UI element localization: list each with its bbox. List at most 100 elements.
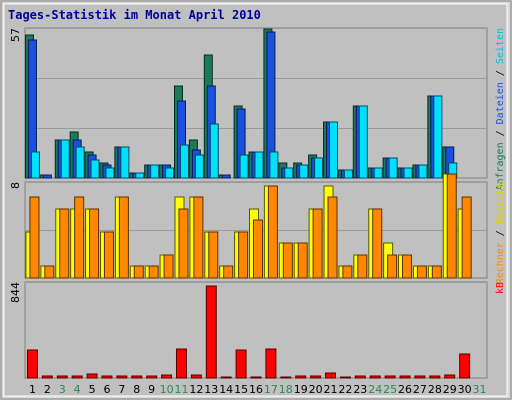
bar-kb-day-17 — [265, 348, 277, 379]
bar-rechner-day-24 — [372, 208, 383, 279]
series-label-part: Anfragen — [495, 142, 506, 190]
x-tick-day-4: 4 — [74, 383, 81, 396]
bar-rechner-day-1 — [29, 196, 40, 279]
bar-kb-day-4 — [71, 375, 83, 379]
series-label-part: Seiten — [495, 28, 506, 64]
series-label-part: kB — [495, 282, 506, 294]
bar-rechner-day-12 — [193, 196, 204, 279]
bar-rechner-day-26 — [402, 254, 413, 279]
bar-kb-day-16 — [250, 376, 262, 379]
bar-kb-day-23 — [354, 375, 366, 379]
x-tick-day-20: 20 — [309, 383, 323, 396]
series-label-part: Besuche — [495, 182, 506, 224]
bar-rechner-day-4 — [74, 196, 85, 279]
x-tick-day-11: 11 — [174, 383, 188, 396]
bar-rechner-day-19 — [297, 242, 308, 279]
bar-seiten-day-11 — [179, 144, 189, 179]
x-tick-day-14: 14 — [219, 383, 233, 396]
bar-rechner-day-10 — [163, 254, 174, 279]
series-label-part: / — [495, 224, 506, 242]
bar-rechner-day-15 — [238, 231, 249, 279]
bar-rechner-day-2 — [44, 265, 55, 279]
bar-kb-day-30 — [459, 353, 471, 379]
x-tick-day-16: 16 — [249, 383, 263, 396]
bar-seiten-day-17 — [269, 151, 279, 179]
bar-seiten-day-13 — [209, 123, 219, 179]
panel-top-ymax-label: 57 — [9, 28, 22, 42]
bar-rechner-day-5 — [89, 208, 100, 279]
bar-seiten-day-7 — [120, 146, 130, 179]
bar-seiten-day-18 — [284, 167, 294, 179]
x-tick-day-13: 13 — [204, 383, 218, 396]
panel-bottom-ymax-label: 844 — [9, 282, 22, 303]
bar-rechner-day-17 — [267, 185, 278, 279]
bar-kb-day-9 — [146, 375, 158, 379]
x-tick-day-28: 28 — [428, 383, 442, 396]
bar-seiten-day-16 — [254, 151, 264, 179]
x-axis-tick-labels: 1 2 3 4 5 6 7 8 9 10 11 12 13 14 15 16 17 18 19 20 21 22 23 24 2… — [29, 383, 487, 396]
bar-rechner-day-29 — [446, 173, 457, 279]
panel-middle-ymax-label: 8 — [9, 182, 22, 189]
x-tick-day-31: 31 — [473, 383, 487, 396]
bar-seiten-day-5 — [90, 159, 100, 179]
bar-kb-day-11 — [175, 348, 187, 379]
bar-kb-day-26 — [399, 375, 411, 379]
bar-rechner-day-20 — [312, 208, 323, 279]
x-tick-day-6: 6 — [103, 383, 110, 396]
x-tick-day-15: 15 — [234, 383, 248, 396]
bar-kb-day-18 — [280, 376, 292, 379]
bar-rechner-day-21 — [327, 196, 338, 279]
x-tick-day-2: 2 — [44, 383, 51, 396]
bar-seiten-day-8 — [135, 172, 145, 179]
panel-top-series-label: Anfragen / Dateien / Seiten — [495, 28, 506, 191]
bar-rechner-day-13 — [208, 231, 219, 279]
x-tick-day-27: 27 — [413, 383, 427, 396]
bar-kb-day-20 — [310, 375, 322, 379]
x-tick-day-10: 10 — [160, 383, 174, 396]
bar-kb-day-28 — [429, 375, 441, 379]
x-tick-day-8: 8 — [133, 383, 140, 396]
bar-kb-day-22 — [339, 376, 351, 379]
x-tick-day-24: 24 — [368, 383, 382, 396]
panel-top: 57 Anfragen / Dateien / Seiten — [9, 27, 506, 191]
bar-rechner-day-27 — [416, 265, 427, 279]
bar-seiten-day-25 — [388, 157, 398, 179]
chart-title: Tages-Statistik im Monat April 2010 — [8, 8, 261, 22]
bar-rechner-day-7 — [118, 196, 129, 279]
bar-dateien-day-14 — [221, 174, 231, 179]
bar-seiten-day-28 — [433, 95, 443, 179]
x-tick-day-19: 19 — [294, 383, 308, 396]
bar-kb-day-8 — [131, 375, 143, 379]
series-label-part: / — [495, 64, 506, 82]
x-tick-day-23: 23 — [353, 383, 367, 396]
bar-seiten-day-27 — [418, 164, 428, 179]
bar-kb-day-5 — [86, 373, 98, 379]
bar-kb-day-14 — [220, 376, 232, 379]
x-tick-day-17: 17 — [264, 383, 278, 396]
panel-bottom: 844 kB — [9, 281, 506, 379]
bar-kb-day-3 — [56, 375, 68, 379]
bar-kb-day-15 — [235, 349, 247, 379]
bar-kb-day-29 — [444, 374, 456, 379]
bar-seiten-day-20 — [314, 157, 324, 179]
x-tick-day-9: 9 — [148, 383, 155, 396]
bar-kb-day-24 — [369, 375, 381, 379]
x-tick-day-7: 7 — [118, 383, 125, 396]
x-tick-day-22: 22 — [338, 383, 352, 396]
x-tick-day-29: 29 — [443, 383, 457, 396]
series-label-part: Rechner — [495, 242, 506, 284]
bar-seiten-day-26 — [403, 167, 413, 179]
bar-seiten-day-6 — [105, 167, 115, 179]
x-tick-day-3: 3 — [59, 383, 66, 396]
bar-kb-day-13 — [205, 285, 217, 379]
bar-seiten-day-4 — [75, 146, 85, 179]
bar-seiten-day-1 — [30, 151, 40, 179]
x-tick-day-18: 18 — [279, 383, 293, 396]
bar-rechner-day-8 — [133, 265, 144, 279]
bar-seiten-day-21 — [329, 121, 339, 179]
bar-rechner-day-3 — [59, 208, 70, 279]
bar-seiten-day-24 — [373, 167, 383, 179]
bar-rechner-day-22 — [342, 265, 353, 279]
panel-middle: 8 Rechner / Besuche — [9, 173, 506, 284]
